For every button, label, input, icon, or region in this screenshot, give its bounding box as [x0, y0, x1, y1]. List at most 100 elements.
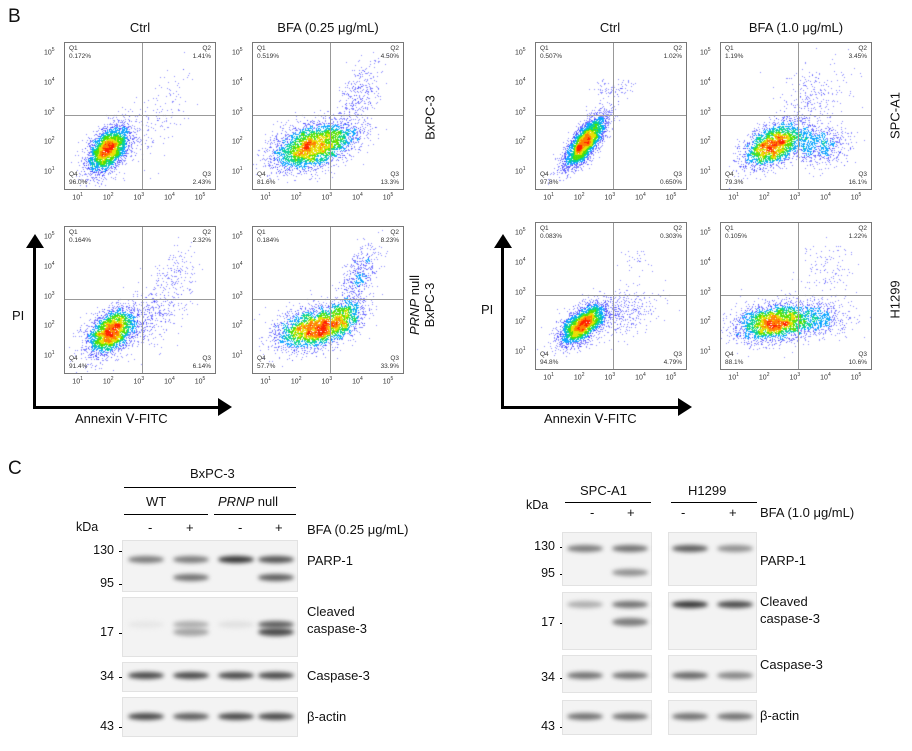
y-tick-label: 104	[515, 257, 526, 266]
x-tick-label: 102	[574, 192, 585, 201]
group-label: null	[254, 494, 278, 509]
tick-exponent: 1	[522, 346, 526, 353]
tick-base: 10	[290, 378, 299, 386]
quadrant-percent: 0.507%	[540, 53, 563, 60]
tick-exponent: 1	[736, 372, 739, 378]
tick-exponent: 3	[797, 192, 801, 198]
row-label-spca1: SPC-A1	[887, 92, 903, 139]
tick-exponent: 3	[522, 106, 526, 113]
tick-exponent: 2	[581, 372, 585, 378]
x-tick-label: 101	[543, 372, 554, 381]
quadrant-gate-vertical	[797, 223, 799, 369]
tick-base: 10	[44, 108, 52, 116]
quadrant-name: Q2	[673, 225, 682, 232]
cell-line-h1299: H1299	[688, 483, 727, 498]
tick-base: 10	[232, 352, 240, 360]
tick-exponent: 2	[707, 136, 711, 143]
x-axis-arrow-right	[501, 406, 681, 409]
quadrant-q3: Q3 13.3%	[381, 171, 399, 187]
band	[258, 574, 294, 581]
quadrant-q4: Q4 91.4%	[69, 355, 87, 371]
x-tick-label: 104	[164, 192, 175, 201]
tick-exponent: 3	[329, 192, 333, 198]
col-title-bfa-left: BFA (0.25 μg/mL)	[277, 20, 379, 35]
tick-exponent: 2	[110, 376, 114, 382]
quadrant-q2: Q2 3.45%	[849, 45, 867, 61]
x-tick-label: 101	[728, 192, 739, 201]
y-axis-label-left: PI	[12, 308, 25, 323]
quadrant-q3: Q3 10.6%	[849, 351, 867, 367]
tick-base: 10	[665, 194, 674, 202]
quadrant-percent: 94.8%	[540, 359, 559, 366]
tick-exponent: 2	[298, 376, 302, 382]
tick-exponent: 2	[766, 372, 770, 378]
quadrant-gate-horizontal	[253, 298, 403, 300]
tick-exponent: 4	[51, 260, 55, 267]
quadrant-q3: Q3 6.14%	[193, 355, 211, 371]
y-tick-label: 104	[700, 257, 711, 266]
flow-plot-bxpc3-ctrl: Q1 0.172% Q2 1.41% Q3 2.43% Q4 96.0%	[64, 42, 216, 190]
quadrant-gate-vertical	[141, 227, 143, 373]
quadrant-name: Q4	[257, 355, 266, 362]
tick-base: 10	[604, 374, 613, 382]
y-tick-label: 101	[515, 346, 526, 355]
x-tick-label: 101	[260, 376, 271, 385]
treatment-sign: +	[627, 505, 635, 520]
kda-label-left: kDa	[76, 520, 99, 534]
band	[567, 672, 603, 679]
quadrant-q1: Q1 0.083%	[540, 225, 562, 241]
tick-base: 10	[232, 233, 240, 241]
x-tick-label: 101	[72, 376, 83, 385]
tick-base: 10	[850, 194, 859, 202]
marker-17-kda: 17	[100, 625, 114, 639]
quadrant-percent: 1.22%	[848, 233, 867, 240]
tick-base: 10	[44, 49, 52, 57]
band	[717, 672, 753, 679]
quadrant-name: Q4	[257, 171, 266, 178]
x-axis-label-left: Annexin Ⅴ-FITC	[75, 411, 168, 426]
group-prnp-null: PRNP null	[218, 494, 278, 509]
tick-base: 10	[573, 194, 582, 202]
y-tick-label: 101	[232, 350, 243, 359]
tick-base: 10	[290, 194, 299, 202]
x-tick-label: 102	[574, 372, 585, 381]
tick-base: 10	[352, 194, 360, 202]
col-title-bfa-right: BFA (1.0 μg/mL)	[748, 20, 844, 35]
band	[717, 713, 753, 720]
tick-base: 10	[232, 263, 240, 271]
quadrant-percent: 1.41%	[192, 53, 211, 60]
tick-exponent: 5	[858, 192, 862, 198]
group-wt: WT	[146, 494, 167, 509]
y-tick-label: 104	[44, 261, 55, 270]
x-tick-label: 104	[635, 192, 646, 201]
quadrant-name: Q2	[390, 229, 399, 236]
quadrant-q2: Q2 0.303%	[660, 225, 682, 241]
quadrant-percent: 88.1%	[725, 359, 744, 366]
quadrant-q2: Q2 1.02%	[664, 45, 682, 61]
x-tick-label: 105	[851, 192, 862, 201]
band	[258, 713, 294, 720]
tick-base: 10	[820, 194, 828, 202]
blot-strip-parp-1	[122, 540, 298, 592]
tick-base: 10	[700, 288, 708, 296]
band	[612, 569, 648, 576]
y-tick-label: 103	[700, 107, 711, 116]
tick-base: 10	[700, 318, 708, 326]
scatter-density	[536, 43, 686, 189]
band	[672, 713, 708, 720]
band	[173, 713, 209, 720]
flow-plot-prnpnull-ctrl: Q1 0.164% Q2 2.32% Q3 6.14% Q4 91.4%	[64, 226, 216, 374]
scatter-density	[536, 223, 686, 369]
band	[173, 628, 209, 636]
x-tick-label: 103	[322, 192, 333, 201]
band	[612, 713, 648, 720]
flow-plot-spca1-bfa: Q1 1.19% Q2 3.45% Q3 16.1% Q4 79.3%	[720, 42, 872, 190]
band	[672, 672, 708, 679]
tick-exponent: 4	[707, 76, 711, 83]
y-axis-label-right: PI	[481, 302, 494, 317]
quadrant-q3: Q3 16.1%	[849, 171, 867, 187]
row-label-h1299: H1299	[887, 280, 903, 319]
y-tick-label: 102	[515, 316, 526, 325]
tick-base: 10	[665, 374, 674, 382]
